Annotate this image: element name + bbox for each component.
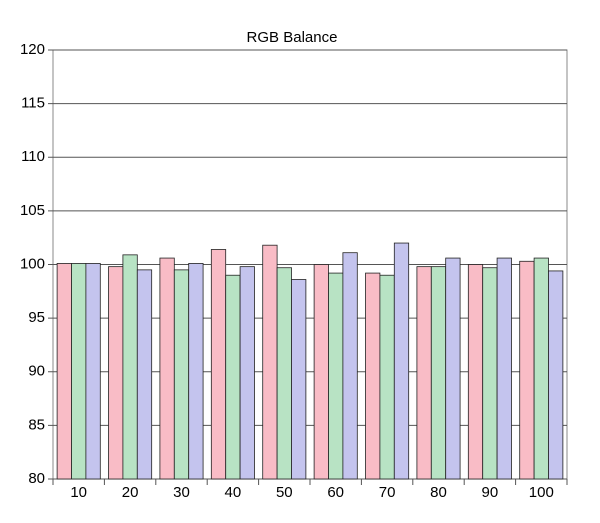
x-tick-label: 100 — [529, 484, 554, 501]
x-tick-label: 20 — [122, 484, 139, 501]
bar — [379, 274, 395, 480]
x-tick-label: 90 — [482, 484, 499, 501]
bar — [416, 266, 432, 480]
x-tick-label: 60 — [327, 484, 344, 501]
chart-title: RGB Balance — [247, 29, 338, 46]
bar — [108, 266, 124, 480]
bar — [533, 257, 549, 480]
bar — [122, 254, 138, 480]
bar — [85, 263, 101, 480]
y-tick-label: 110 — [21, 148, 45, 165]
bar — [291, 279, 307, 480]
bar — [239, 266, 255, 480]
bar — [445, 257, 461, 480]
x-tick-label: 50 — [276, 484, 293, 501]
x-tick-label: 70 — [379, 484, 396, 501]
y-tick-label: 85 — [28, 416, 45, 433]
x-tick-label: 30 — [173, 484, 190, 501]
bar — [210, 249, 227, 480]
bar — [313, 264, 329, 480]
y-tick-label: 115 — [21, 95, 45, 112]
y-tick-label: 95 — [28, 309, 45, 326]
bar — [188, 263, 204, 480]
bar — [496, 257, 512, 480]
y-tick-label: 105 — [20, 202, 45, 219]
bar — [467, 264, 484, 480]
bar — [276, 267, 292, 480]
bar — [430, 266, 447, 480]
bar — [519, 260, 535, 480]
y-tick-label: 90 — [28, 363, 45, 380]
bar — [71, 263, 87, 480]
bar — [173, 269, 190, 480]
bar — [365, 272, 381, 480]
bar — [159, 257, 175, 480]
bar — [342, 252, 358, 480]
bar — [56, 263, 72, 480]
bar — [136, 269, 153, 480]
y-tick-label: 100 — [20, 255, 45, 272]
x-tick-label: 40 — [225, 484, 242, 501]
bar — [225, 274, 241, 480]
bar — [482, 267, 498, 480]
x-tick-label: 80 — [430, 484, 447, 501]
y-tick-label: 80 — [28, 470, 45, 487]
x-tick-label: 10 — [70, 484, 87, 501]
bar — [328, 272, 344, 480]
bar — [393, 242, 410, 480]
bar — [262, 244, 278, 480]
y-tick-label: 120 — [20, 41, 45, 58]
bar — [548, 270, 564, 480]
